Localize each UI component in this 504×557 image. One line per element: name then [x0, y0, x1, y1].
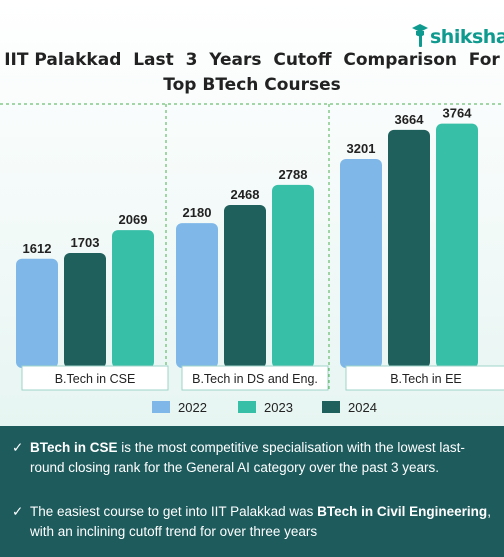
- category-label-box: [21, 365, 169, 391]
- data-label: 3664: [395, 112, 425, 127]
- bar-chart: 1612 1703 2069 2180 2468 2788 3201 3664 3764 B.Te…: [0, 103, 504, 415]
- bar: [16, 258, 58, 368]
- legend-swatch: [238, 401, 256, 413]
- check-icon: ✓: [12, 440, 24, 455]
- data-label: 2468: [231, 187, 260, 202]
- chart-title-line-2: Top BTech Courses: [163, 75, 341, 95]
- insight-2-text: , with an inclining cutoff trend for ove…: [30, 504, 491, 539]
- data-label: 3201: [347, 141, 376, 156]
- bar: [340, 158, 382, 368]
- insight-1-bold: BTech in CSE: [30, 440, 118, 455]
- legend-swatch: [152, 401, 170, 413]
- brand-name: shiksha: [430, 26, 504, 48]
- check-icon: ✓: [12, 504, 24, 519]
- data-label: 2180: [183, 205, 212, 220]
- data-label: 2069: [119, 212, 148, 227]
- bar: [388, 129, 430, 368]
- bar: [176, 223, 218, 368]
- insight-1-text: is the most competitive specialisation w…: [30, 440, 465, 475]
- legend-label: 2024: [348, 400, 377, 415]
- legend-label: 2022: [178, 400, 207, 415]
- data-label: 2788: [279, 167, 308, 182]
- graduation-cap-icon: [412, 24, 428, 47]
- data-label: 1612: [23, 241, 52, 256]
- category-label-box: [181, 365, 329, 391]
- bar: [272, 184, 314, 368]
- insight-2-bold: BTech in Civil Engineering: [317, 504, 488, 519]
- shiksha-logo: shiksha: [410, 22, 504, 52]
- bar: [112, 230, 154, 368]
- category-label-box: [345, 365, 504, 391]
- insights-panel: ✓ BTech in CSE is the most competitive s…: [0, 426, 504, 557]
- chart-title-line-1: IIT Palakkad Last 3 Years Cutoff Compari…: [4, 50, 500, 70]
- insight-2-text-pre: The easiest course to get into IIT Palak…: [30, 504, 318, 519]
- bar: [64, 253, 106, 368]
- category-label: B.Tech in DS and Eng.: [192, 372, 318, 386]
- bar: [436, 123, 478, 368]
- data-label: 3764: [443, 106, 473, 121]
- data-label: 1703: [71, 235, 100, 250]
- legend-swatch: [322, 401, 340, 413]
- category-label: B.Tech in CSE: [55, 372, 136, 386]
- category-label: B.Tech in EE: [390, 372, 462, 386]
- chart-title: IIT Palakkad Last 3 Years Cutoff Compari…: [0, 48, 504, 98]
- bar: [224, 205, 266, 368]
- legend-label: 2023: [264, 400, 293, 415]
